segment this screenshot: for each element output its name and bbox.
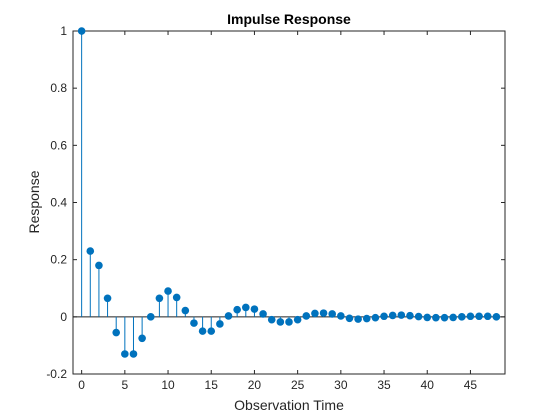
y-tick-label: 1	[60, 24, 67, 38]
stem-marker	[440, 313, 449, 322]
stem-marker	[276, 318, 285, 326]
stem-marker	[285, 318, 293, 326]
stem-marker	[242, 303, 250, 312]
stem-marker	[198, 327, 207, 335]
stem-marker	[319, 309, 328, 317]
stem-marker	[224, 312, 233, 320]
stem-marker	[129, 350, 138, 358]
stem-marker	[311, 309, 319, 318]
stem-marker	[362, 314, 371, 323]
x-tick-label: 25	[291, 378, 305, 392]
x-tick-label: 5	[121, 378, 128, 392]
stem-marker	[406, 311, 414, 320]
stem-marker	[121, 350, 129, 358]
stem-marker	[103, 294, 112, 303]
stem-marker	[293, 315, 302, 324]
stem-marker	[216, 320, 224, 328]
stem-marker	[371, 313, 380, 322]
stem-marker	[172, 293, 181, 302]
y-axis-label: Response	[26, 170, 42, 233]
stem-marker	[475, 312, 483, 321]
stem-marker	[259, 310, 267, 318]
stem-marker	[458, 313, 466, 321]
stem-marker	[492, 313, 501, 321]
stem-marker	[388, 311, 397, 320]
x-tick-label: 35	[377, 378, 391, 392]
x-tick-label: 15	[205, 378, 219, 392]
y-tick-label: 0.2	[50, 253, 67, 267]
stem-marker	[432, 313, 440, 322]
stem-marker	[95, 261, 103, 270]
stem-marker	[449, 313, 457, 322]
x-tick-label: 30	[334, 378, 348, 392]
y-tick-label: -0.2	[46, 367, 67, 381]
stem-marker	[190, 319, 198, 327]
stem-series	[77, 27, 501, 358]
stem-marker	[380, 312, 388, 321]
stem-marker	[112, 328, 120, 337]
stem-marker	[233, 305, 241, 314]
x-tick-label: 0	[78, 378, 85, 392]
stem-marker	[483, 312, 492, 321]
stem-marker	[146, 313, 155, 321]
stem-marker	[207, 327, 216, 335]
axis-ticks: 0 5 10 15 20 25 30 35 40 45 -0.2 0 0.2 0.4 0.6 0.8 1	[46, 24, 505, 392]
x-axis-label: Observation Time	[234, 397, 344, 413]
chart-title: Impulse Response	[227, 11, 351, 27]
stem-marker	[423, 313, 432, 322]
stem-marker	[181, 306, 190, 315]
y-tick-label: 0	[60, 310, 67, 324]
stem-marker	[466, 312, 475, 321]
stem-marker	[77, 27, 86, 35]
stem-marker	[138, 334, 146, 343]
stem-marker	[328, 310, 337, 318]
stem-marker	[354, 315, 362, 323]
x-tick-label: 20	[248, 378, 262, 392]
y-tick-label: 0.8	[50, 81, 67, 95]
x-tick-label: 10	[161, 378, 175, 392]
stem-marker	[250, 305, 259, 313]
stem-marker	[155, 294, 164, 303]
stem-marker	[267, 315, 276, 324]
stem-marker	[345, 314, 354, 323]
stem-marker	[337, 312, 345, 320]
stem-marker	[164, 287, 172, 295]
stem-marker	[302, 312, 311, 320]
x-tick-label: 40	[421, 378, 435, 392]
stem-marker	[397, 311, 406, 319]
x-tick-label: 45	[464, 378, 478, 392]
stem-marker	[414, 312, 423, 321]
y-tick-label: 0.4	[50, 196, 67, 210]
stem-marker	[86, 247, 95, 255]
y-tick-label: 0.6	[50, 138, 67, 152]
